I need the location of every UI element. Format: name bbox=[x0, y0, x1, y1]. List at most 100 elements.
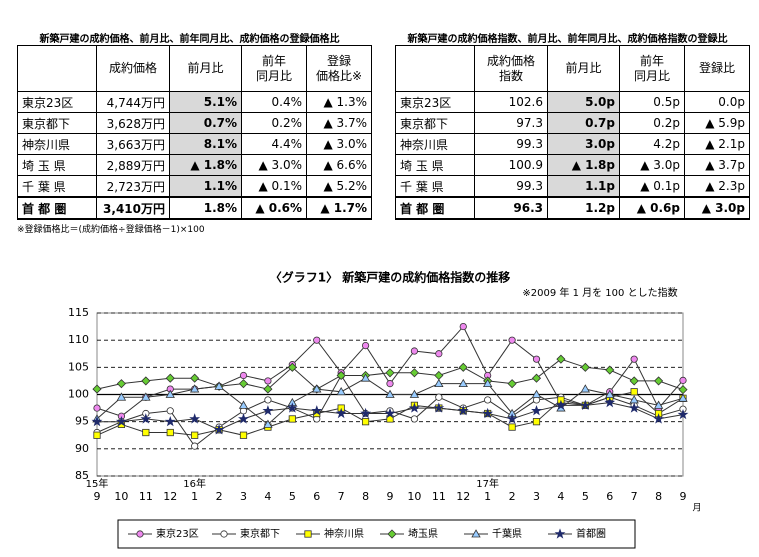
marker bbox=[409, 368, 419, 378]
corner-cell bbox=[17, 45, 97, 92]
x-tick-label: 9 bbox=[94, 490, 101, 503]
chart-title: 〈グラフ1〉 新築戸建の成約価格指数の推移 bbox=[270, 270, 511, 285]
column-header: 成約価格 指数 bbox=[474, 45, 548, 92]
marker bbox=[262, 405, 274, 416]
cell: 102.6 bbox=[474, 91, 548, 113]
cell: 2,723万円 bbox=[96, 175, 170, 198]
marker bbox=[360, 407, 372, 419]
marker bbox=[386, 380, 394, 388]
cell: 5.0p bbox=[547, 91, 620, 113]
marker bbox=[532, 355, 541, 363]
x-tick-label: 5 bbox=[289, 490, 296, 503]
marker bbox=[410, 347, 419, 355]
marker bbox=[531, 405, 542, 416]
cell: 1.1% bbox=[169, 175, 242, 198]
cell: 3,628万円 bbox=[96, 112, 170, 134]
marker bbox=[579, 399, 591, 410]
x-tick-label: 2 bbox=[509, 490, 516, 503]
table-block: 新築戸建の成約価格、前月比、前年同月比、成約価格の登録価格比 成約価格 前月比 前年 … bbox=[17, 30, 372, 220]
row-label: 埼 玉 県 bbox=[17, 154, 97, 176]
marker bbox=[482, 407, 494, 419]
y-tick-label: 85 bbox=[75, 469, 89, 482]
table-row: 埼 玉 県 100.9 ▲ 1.8p ▲ 3.0p ▲ 3.7p bbox=[395, 154, 750, 176]
marker bbox=[409, 389, 420, 398]
corner-cell bbox=[395, 45, 475, 92]
marker bbox=[115, 415, 127, 427]
marker bbox=[238, 400, 249, 409]
x-tick-label: 2 bbox=[216, 490, 223, 503]
cell: 4,744万円 bbox=[96, 91, 170, 113]
marker bbox=[287, 362, 297, 372]
cell: 99.3 bbox=[474, 175, 548, 198]
cell: 0.0p bbox=[684, 91, 750, 113]
marker bbox=[605, 365, 615, 375]
x-tick-label: 8 bbox=[362, 490, 369, 503]
year-label: 17年 bbox=[476, 477, 499, 490]
cell: ▲ 5.2% bbox=[306, 175, 372, 198]
marker bbox=[630, 388, 638, 396]
marker bbox=[190, 373, 200, 383]
marker bbox=[238, 379, 249, 389]
table-row: 埼 玉 県 2,889万円 ▲ 1.8% ▲ 3.0% ▲ 6.6% bbox=[17, 154, 372, 176]
marker bbox=[191, 442, 199, 450]
marker bbox=[459, 322, 467, 331]
marker bbox=[263, 384, 273, 394]
marker bbox=[435, 350, 443, 358]
table-row: 神奈川県 99.3 3.0p 4.2p ▲ 2.1p bbox=[395, 133, 750, 155]
cell: ▲ 3.0% bbox=[306, 133, 372, 155]
cell: 3,410万円 bbox=[96, 196, 170, 220]
cell: 1.1p bbox=[547, 175, 620, 198]
table-row: 東京都下 97.3 0.7p 0.2p ▲ 5.9p bbox=[395, 112, 750, 134]
row-label: 東京23区 bbox=[395, 91, 475, 113]
marker bbox=[220, 530, 228, 538]
marker bbox=[116, 379, 126, 389]
marker bbox=[136, 530, 144, 538]
column-header: 登録 価格比※ bbox=[306, 45, 372, 92]
y-tick-label: 110 bbox=[68, 333, 89, 346]
column-header: 前月比 bbox=[169, 45, 242, 92]
marker bbox=[360, 373, 371, 382]
marker bbox=[506, 413, 518, 424]
marker bbox=[628, 402, 640, 413]
marker bbox=[166, 428, 174, 437]
table-row: 神奈川県 3,663万円 8.1% 4.4% ▲ 3.0% bbox=[17, 133, 372, 155]
cell: 97.3 bbox=[474, 112, 548, 134]
marker bbox=[93, 431, 101, 439]
y-tick-label: 105 bbox=[68, 360, 89, 373]
marker bbox=[408, 402, 420, 413]
y-tick-label: 115 bbox=[68, 306, 89, 319]
x-tick-label: 12 bbox=[163, 490, 177, 503]
x-tick-label: 5 bbox=[582, 490, 589, 503]
marker bbox=[238, 413, 249, 424]
marker bbox=[555, 399, 567, 410]
x-tick-label: 8 bbox=[655, 490, 662, 503]
table-row: 千 葉 県 99.3 1.1p ▲ 0.1p ▲ 2.3p bbox=[395, 175, 750, 198]
x-tick-label: 9 bbox=[387, 490, 394, 503]
marker bbox=[507, 379, 517, 389]
marker bbox=[142, 428, 150, 437]
table-body: 東京23区 102.6 5.0p 0.5p 0.0p 東京都下 97.3 0.7p 0.2p ▲ … bbox=[395, 91, 750, 220]
cell: 0.4% bbox=[241, 91, 307, 113]
marker bbox=[91, 416, 103, 427]
marker bbox=[508, 423, 516, 431]
table-title: 新築戸建の成約価格指数、前月比、前年同月比、成約価格指数の登録比 bbox=[407, 34, 728, 45]
cell: 1.8% bbox=[169, 196, 242, 220]
column-header: 前年 同月比 bbox=[619, 45, 685, 92]
marker bbox=[630, 355, 638, 363]
marker bbox=[304, 530, 312, 538]
column-header: 登録比 bbox=[684, 45, 750, 92]
column-header: 前月比 bbox=[547, 45, 620, 92]
marker bbox=[387, 529, 397, 539]
x-tick-label: 6 bbox=[606, 490, 613, 503]
cell: 1.2p bbox=[547, 196, 620, 220]
column-header: 成約価格 bbox=[96, 45, 170, 92]
x-tick-label: 6 bbox=[313, 490, 320, 503]
cell: 96.3 bbox=[474, 196, 548, 220]
header-row: 成約価格 前月比 前年 同月比 登録 価格比※ bbox=[17, 45, 372, 92]
marker bbox=[458, 378, 468, 388]
header-row: 成約価格 指数 前月比 前年 同月比 登録比 bbox=[395, 45, 750, 92]
marker bbox=[361, 418, 370, 426]
cell: ▲ 3.0p bbox=[619, 154, 685, 176]
marker bbox=[482, 378, 493, 388]
marker bbox=[531, 389, 542, 398]
